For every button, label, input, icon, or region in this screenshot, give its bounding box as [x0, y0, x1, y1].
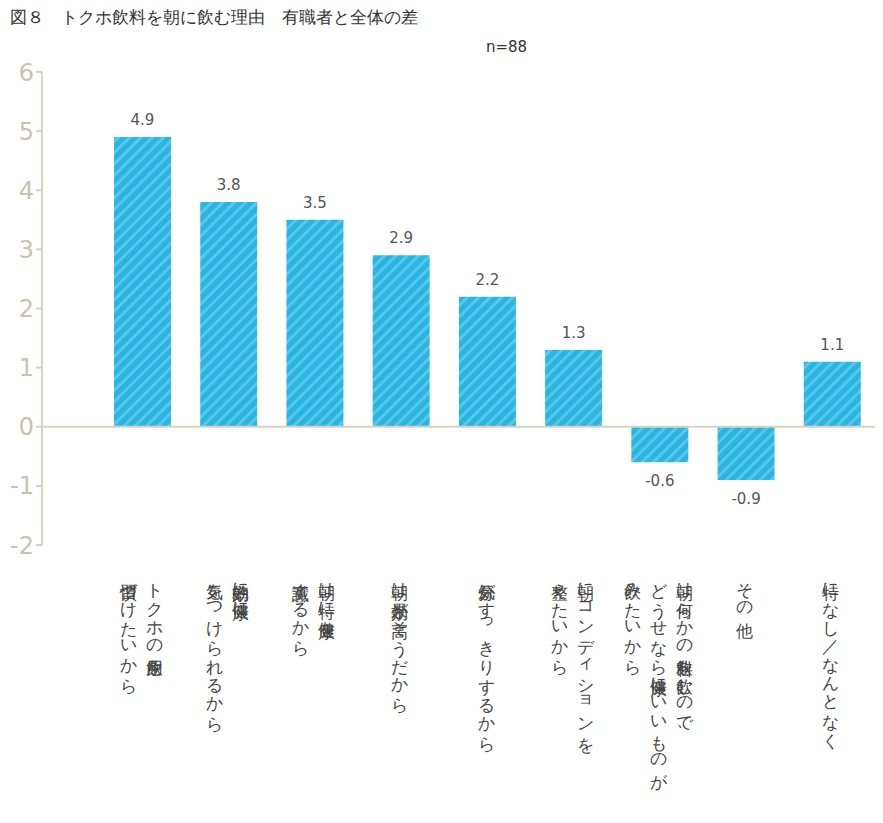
svg-text:整えたいから: 整えたいから [550, 571, 570, 676]
svg-text:気をつけられるから: 気をつけられるから [205, 571, 225, 733]
svg-text:5: 5 [19, 118, 34, 146]
svg-text:2.9: 2.9 [389, 229, 413, 247]
svg-text:4: 4 [19, 177, 34, 205]
svg-text:3: 3 [19, 236, 34, 264]
svg-text:-0.6: -0.6 [645, 472, 674, 490]
svg-text:1.3: 1.3 [562, 324, 586, 342]
svg-text:その他: その他 [736, 571, 756, 640]
svg-text:朝にコンディションを: 朝にコンディションを [576, 571, 596, 754]
svg-text:4.9: 4.9 [131, 111, 155, 129]
svg-text:1.1: 1.1 [820, 336, 844, 354]
svg-text:-1: -1 [10, 472, 34, 500]
svg-text:2.2: 2.2 [475, 271, 499, 289]
svg-text:0: 0 [19, 413, 34, 441]
svg-text:効率的に健康に: 効率的に健康に [231, 571, 251, 622]
svg-text:1: 1 [19, 354, 34, 382]
html-text:図８ トクホ飲料を朝に飲む理由 有職者と全体の差: 図８ トクホ飲料を朝に飲む理由 有職者と全体の差 [10, 7, 418, 27]
svg-text:6: 6 [19, 59, 34, 87]
svg-text:意識するから: 意識するから [292, 571, 312, 657]
svg-text:習慣づけたいから: 習慣づけたいから [119, 571, 139, 695]
svg-text:特になし／なんとなく: 特になし／なんとなく [822, 571, 842, 750]
svg-text:トクホの飲用を: トクホの飲用を [145, 571, 165, 677]
svg-text:3.8: 3.8 [217, 176, 241, 194]
svg-text:朝は効果が高そうだから: 朝は効果が高そうだから [391, 571, 411, 714]
svg-text:朝は特に健康を: 朝は特に健康を [318, 571, 338, 641]
svg-text:気分がすっきりするから: 気分がすっきりするから [477, 571, 497, 753]
svg-text:-2: -2 [10, 532, 34, 560]
svg-text:2: 2 [19, 295, 34, 323]
svg-text:どうせなら健康にいいものが: どうせなら健康にいいものが [649, 571, 669, 791]
svg-text:朝は何らかの飲料を飲むので、: 朝は何らかの飲料を飲むので、 [675, 571, 695, 740]
svg-text:飲みたいから: 飲みたいから [623, 571, 643, 676]
svg-text:-0.9: -0.9 [731, 490, 760, 508]
svg-text:3.5: 3.5 [303, 194, 327, 212]
html-text:n=88: n=88 [486, 38, 528, 56]
